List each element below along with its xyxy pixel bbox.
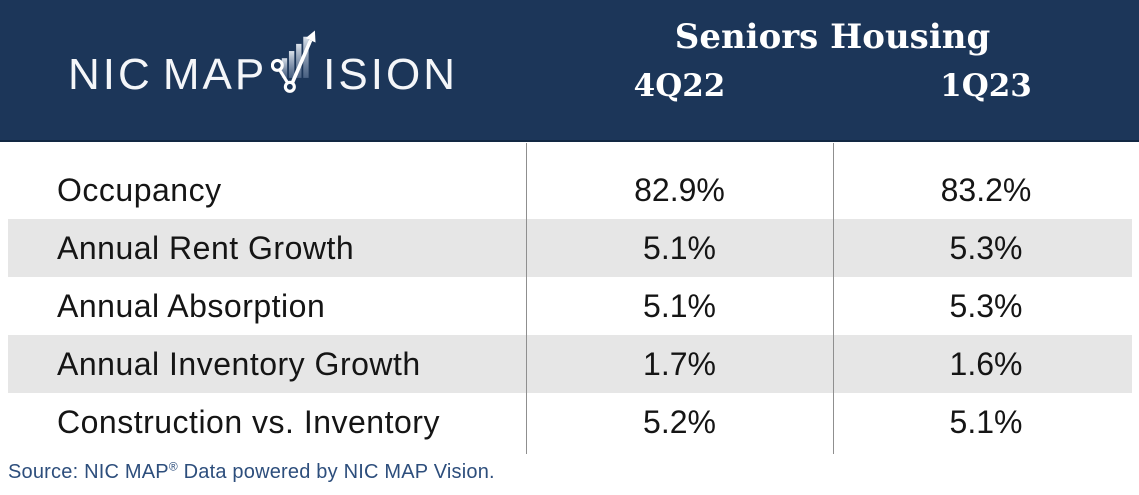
source-attribution: Source: NIC MAP® Data powered by NIC MAP…	[8, 459, 495, 484]
row-value-1q23: 5.3%	[949, 230, 1023, 266]
table-row-occupancy: Occupancy 82.9% 83.2%	[0, 161, 1139, 219]
row-value-4q22: 5.1%	[643, 288, 716, 324]
row-value-1q23: 1.6%	[949, 346, 1023, 382]
source-prefix: Source: NIC MAP	[8, 461, 169, 483]
row-label: Annual Rent Growth	[57, 230, 355, 266]
column-divider-right	[833, 143, 834, 454]
metrics-table: Occupancy 82.9% 83.2% Annual Rent Growth…	[0, 142, 1139, 451]
column-header-4q22: 4Q22	[633, 68, 726, 104]
logo-text-ision: ISION	[323, 50, 458, 99]
table-row-annual-absorption: Annual Absorption 5.1% 5.3%	[0, 277, 1139, 335]
row-value-1q23: 83.2%	[940, 172, 1032, 208]
row-value-4q22: 82.9%	[634, 172, 725, 208]
table-title: Seniors Housing	[674, 17, 991, 57]
column-divider-left	[526, 143, 527, 454]
source-suffix: Data powered by NIC MAP Vision.	[177, 461, 495, 483]
column-header-1q23: 1Q23	[940, 68, 1032, 104]
table-row-annual-inventory-growth: Annual Inventory Growth 1.7% 1.6%	[0, 335, 1139, 393]
row-value-1q23: 5.1%	[949, 404, 1023, 440]
logo-text-nic: NIC	[68, 50, 153, 99]
row-value-4q22: 5.2%	[643, 404, 716, 440]
column-headers: 4Q22 1Q23	[526, 71, 1139, 102]
table-row-annual-rent-growth: Annual Rent Growth 5.1% 5.3%	[0, 219, 1139, 277]
row-value-4q22: 5.1%	[643, 230, 716, 266]
row-label: Annual Inventory Growth	[57, 346, 421, 382]
header-right: Seniors Housing 4Q22 1Q23	[526, 0, 1139, 140]
header-band: NIC MAP	[0, 0, 1139, 142]
table-row-construction-vs-inventory: Construction vs. Inventory 5.2% 5.1%	[0, 393, 1139, 451]
nicmap-vision-logo: NIC MAP	[0, 0, 526, 140]
row-label: Construction vs. Inventory	[57, 404, 440, 440]
header-gap	[0, 142, 1139, 161]
row-value-4q22: 1.7%	[643, 346, 716, 382]
growth-arrow-chart-icon	[271, 26, 323, 99]
registered-trademark-symbol: ®	[168, 459, 178, 474]
row-label: Occupancy	[57, 172, 222, 208]
logo-text-map: MAP	[162, 50, 268, 99]
row-value-1q23: 5.3%	[949, 288, 1023, 324]
row-label: Annual Absorption	[57, 288, 326, 324]
